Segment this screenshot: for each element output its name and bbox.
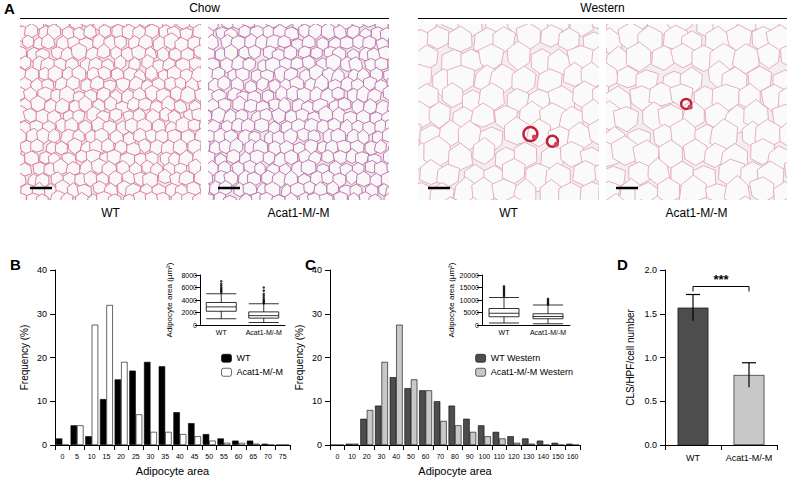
svg-text:Acat1-M/-M: Acat1-M/-M	[726, 453, 773, 463]
svg-text:CLS/HPF/cell number: CLS/HPF/cell number	[625, 308, 636, 405]
svg-text:1.0: 1.0	[644, 353, 657, 363]
svg-text:70: 70	[264, 453, 272, 460]
svg-text:Frequency (%): Frequency (%)	[19, 325, 30, 391]
svg-text:0: 0	[475, 322, 479, 329]
svg-text:30: 30	[37, 309, 47, 319]
svg-text:2.0: 2.0	[644, 265, 657, 275]
svg-text:B: B	[10, 256, 21, 273]
svg-text:0: 0	[193, 322, 197, 329]
svg-text:15: 15	[103, 453, 111, 460]
svg-text:150: 150	[552, 453, 564, 460]
svg-text:40: 40	[392, 453, 400, 460]
svg-text:Acat1-M/-M: Acat1-M/-M	[530, 329, 566, 336]
svg-text:90: 90	[466, 453, 474, 460]
svg-text:35: 35	[161, 453, 169, 460]
svg-text:***: ***	[713, 272, 729, 287]
svg-text:60: 60	[422, 453, 430, 460]
svg-text:0: 0	[317, 440, 322, 450]
svg-text:30: 30	[378, 453, 386, 460]
svg-text:15000: 15000	[460, 284, 480, 291]
svg-text:WT Western: WT Western	[491, 353, 541, 363]
svg-text:45: 45	[191, 453, 199, 460]
svg-text:Frequency (%): Frequency (%)	[294, 325, 305, 391]
svg-text:20: 20	[37, 353, 47, 363]
svg-text:Acat1-M/-M Western: Acat1-M/-M Western	[491, 367, 573, 377]
html-text:Western: Western	[580, 1, 625, 15]
svg-text:10000: 10000	[460, 297, 480, 304]
svg-text:WT: WT	[216, 329, 228, 336]
svg-text:120: 120	[508, 453, 520, 460]
svg-text:6000: 6000	[181, 284, 197, 291]
html-text:WT: WT	[499, 206, 518, 220]
svg-text:Adipocyte area: Adipocyte area	[136, 465, 210, 477]
html-text:A: A	[4, 0, 15, 17]
svg-text:Adipocyte area: Adipocyte area	[418, 465, 492, 477]
svg-text:1.5: 1.5	[644, 309, 657, 319]
svg-text:30: 30	[312, 309, 322, 319]
html-text:WT: WT	[101, 206, 120, 220]
svg-text:C: C	[305, 256, 316, 273]
svg-text:4000: 4000	[181, 297, 197, 304]
svg-text:10: 10	[37, 396, 47, 406]
svg-text:10: 10	[312, 396, 322, 406]
svg-text:D: D	[617, 256, 628, 273]
svg-text:75: 75	[279, 453, 287, 460]
svg-text:0: 0	[60, 453, 64, 460]
svg-text:0.5: 0.5	[644, 396, 657, 406]
svg-text:0: 0	[335, 453, 339, 460]
svg-text:110: 110	[494, 453, 505, 460]
svg-text:2000: 2000	[181, 309, 197, 316]
svg-text:60: 60	[235, 453, 243, 460]
svg-text:55: 55	[220, 453, 228, 460]
svg-text:5: 5	[75, 453, 79, 460]
svg-text:20: 20	[117, 453, 125, 460]
svg-text:20: 20	[312, 353, 322, 363]
svg-text:80: 80	[451, 453, 459, 460]
svg-text:140: 140	[537, 453, 549, 460]
svg-text:30: 30	[147, 453, 155, 460]
svg-text:10: 10	[88, 453, 96, 460]
svg-text:Acat1-M/-M: Acat1-M/-M	[236, 367, 283, 377]
svg-text:70: 70	[436, 453, 444, 460]
svg-text:40: 40	[176, 453, 184, 460]
svg-text:0.0: 0.0	[644, 440, 657, 450]
svg-text:Acat1-M/-M: Acat1-M/-M	[246, 329, 282, 336]
svg-text:WT: WT	[686, 453, 700, 463]
svg-text:20000: 20000	[460, 272, 480, 279]
svg-text:50: 50	[407, 453, 415, 460]
html-text:Acat1-M/-M: Acat1-M/-M	[665, 206, 728, 220]
svg-text:100: 100	[479, 453, 491, 460]
html-text:Chow: Chow	[189, 1, 220, 15]
svg-text:0: 0	[42, 440, 47, 450]
svg-text:130: 130	[523, 453, 535, 460]
svg-text:Adipocyte area (µm²): Adipocyte area (µm²)	[165, 262, 174, 337]
svg-text:WT: WT	[499, 329, 511, 336]
svg-text:160: 160	[567, 453, 579, 460]
svg-text:40: 40	[37, 265, 47, 275]
svg-text:Adipocyte area (µm²): Adipocyte area (µm²)	[447, 262, 456, 337]
svg-text:WT: WT	[236, 353, 250, 363]
svg-text:65: 65	[249, 453, 257, 460]
svg-text:40: 40	[312, 265, 322, 275]
svg-text:8000: 8000	[181, 272, 197, 279]
svg-text:5000: 5000	[463, 309, 479, 316]
svg-text:20: 20	[363, 453, 371, 460]
svg-text:25: 25	[132, 453, 140, 460]
html-text:Acat1-M/-M: Acat1-M/-M	[267, 206, 330, 220]
svg-text:10: 10	[348, 453, 356, 460]
svg-text:50: 50	[205, 453, 213, 460]
